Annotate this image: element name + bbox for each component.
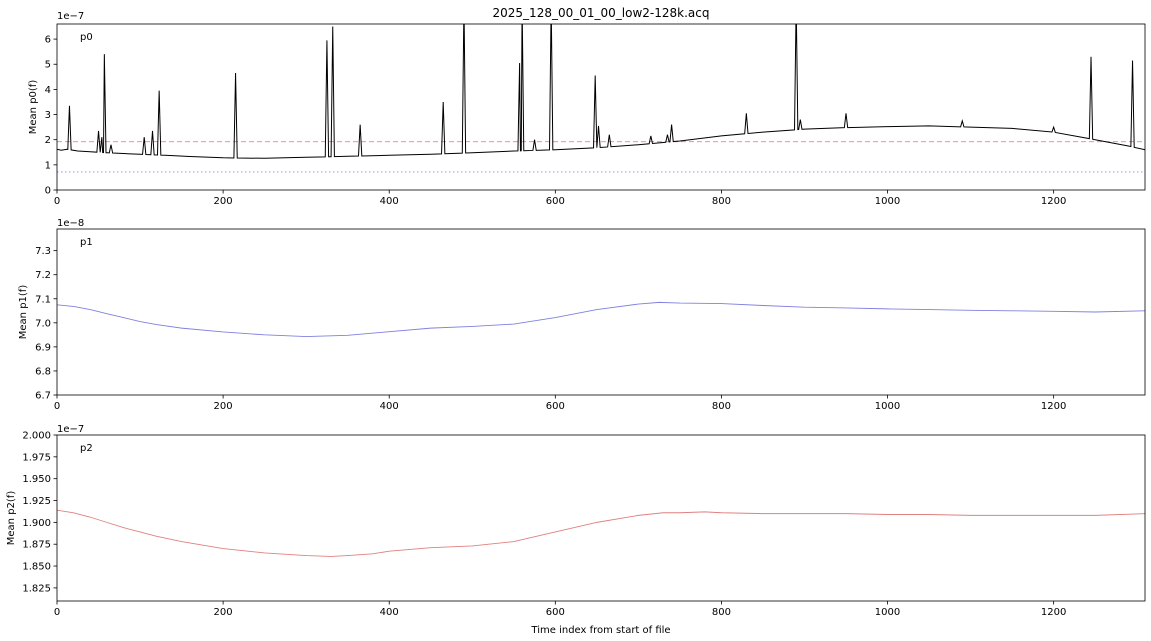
p1-y-axis-label: Mean p1(f) xyxy=(18,285,29,340)
p2-x-tick-label: 200 xyxy=(214,607,233,618)
panel-p1: 0 200 400 600 800 1000 1200 6.7 6.8 6.9 7.0 7.1 7.2… xyxy=(18,218,1146,412)
p1-x-tick-label: 600 xyxy=(546,401,565,412)
p1-y-tick-label: 6.7 xyxy=(35,391,51,402)
p0-y-tick-label: 5 xyxy=(45,60,51,71)
panel-p0: 0 200 400 600 800 1000 1200 0 1 2 3 4 5 6 p0 1e−7 Me… xyxy=(28,11,1146,207)
panel-p2: 0 200 400 600 800 1000 1200 1.825 1.850 1.875 1.9… xyxy=(6,424,1146,618)
p0-series-group xyxy=(57,24,1145,173)
p0-y-ticks: 0 1 2 3 4 5 6 xyxy=(45,35,57,197)
p1-axes-frame xyxy=(56,228,1146,396)
p2-y-tick-label: 1.850 xyxy=(22,562,51,573)
p2-series-line xyxy=(57,509,1145,557)
p0-axes-frame xyxy=(56,23,1146,191)
p1-x-tick-label: 400 xyxy=(380,401,399,412)
p1-annotation: p1 xyxy=(80,237,93,248)
p1-y-tick-label: 6.9 xyxy=(35,342,51,353)
p1-y-tick-label: 6.8 xyxy=(35,366,51,377)
p2-x-tick-label: 1200 xyxy=(1041,607,1066,618)
p0-x-tick-label: 0 xyxy=(54,196,60,207)
p1-x-ticks: 0 200 400 600 800 1000 1200 xyxy=(54,395,1066,412)
p1-x-tick-label: 200 xyxy=(214,401,233,412)
p2-y-axis-label: Mean p2(f) xyxy=(6,491,17,546)
p2-y-tick-label: 2.000 xyxy=(22,431,51,442)
p1-offset-text: 1e−8 xyxy=(57,218,84,229)
p0-y-axis-label: Mean p0(f) xyxy=(28,80,39,135)
p1-x-tick-label: 1000 xyxy=(875,401,900,412)
p0-plot-area xyxy=(57,24,1145,173)
p2-x-tick-label: 0 xyxy=(54,607,60,618)
p2-y-tick-label: 1.950 xyxy=(22,474,51,485)
p1-y-tick-label: 7.2 xyxy=(35,270,51,281)
p2-annotation: p2 xyxy=(80,443,93,454)
p2-x-ticks: 0 200 400 600 800 1000 1200 xyxy=(54,601,1066,618)
p0-y-tick-label: 6 xyxy=(45,35,51,46)
p2-y-tick-label: 1.875 xyxy=(22,540,51,551)
p1-y-tick-label: 7.0 xyxy=(35,318,51,329)
p2-y-ticks: 1.825 1.850 1.875 1.900 1.925 1.950 1.975 2.000 xyxy=(22,431,57,594)
p1-x-tick-label: 0 xyxy=(54,401,60,412)
p0-y-tick-label: 0 xyxy=(45,186,51,197)
p0-y-tick-label: 2 xyxy=(45,135,51,146)
p2-axes-frame xyxy=(56,434,1146,602)
p0-x-tick-label: 1000 xyxy=(875,196,900,207)
p1-y-tick-label: 7.3 xyxy=(35,246,51,257)
p2-y-tick-label: 1.825 xyxy=(22,583,51,594)
p0-offset-text: 1e−7 xyxy=(57,11,84,22)
p2-offset-text: 1e−7 xyxy=(57,424,84,435)
p2-x-tick-label: 1000 xyxy=(875,607,900,618)
p2-x-tick-label: 400 xyxy=(380,607,399,618)
p0-x-tick-label: 800 xyxy=(712,196,731,207)
p0-annotation: p0 xyxy=(80,32,93,43)
p0-y-tick-label: 1 xyxy=(45,160,51,171)
p2-plot-area xyxy=(57,509,1145,557)
p1-plot-area xyxy=(57,301,1145,337)
x-axis-label: Time index from start of file xyxy=(530,625,670,636)
p1-series-line xyxy=(57,301,1145,337)
p2-y-tick-label: 1.975 xyxy=(22,452,51,463)
chart-title: 2025_128_00_01_00_low2-128k.acq xyxy=(493,6,710,20)
p0-y-tick-label: 3 xyxy=(45,110,51,121)
p0-y-tick-label: 4 xyxy=(45,85,51,96)
p0-x-tick-label: 400 xyxy=(380,196,399,207)
p0-x-tick-label: 200 xyxy=(214,196,233,207)
p1-y-ticks: 6.7 6.8 6.9 7.0 7.1 7.2 7.3 xyxy=(35,246,57,402)
p2-x-tick-label: 600 xyxy=(546,607,565,618)
p2-y-tick-label: 1.925 xyxy=(22,496,51,507)
p0-series-line xyxy=(57,24,1145,159)
p2-y-tick-label: 1.900 xyxy=(22,518,51,529)
p1-y-tick-label: 7.1 xyxy=(35,294,51,305)
p0-x-tick-label: 1200 xyxy=(1041,196,1066,207)
p2-x-tick-label: 800 xyxy=(712,607,731,618)
p2-series-group xyxy=(57,509,1145,557)
p0-x-ticks: 0 200 400 600 800 1000 1200 xyxy=(54,190,1066,207)
p1-series-group xyxy=(57,301,1145,337)
p1-x-tick-label: 1200 xyxy=(1041,401,1066,412)
p1-x-tick-label: 800 xyxy=(712,401,731,412)
p0-x-tick-label: 600 xyxy=(546,196,565,207)
